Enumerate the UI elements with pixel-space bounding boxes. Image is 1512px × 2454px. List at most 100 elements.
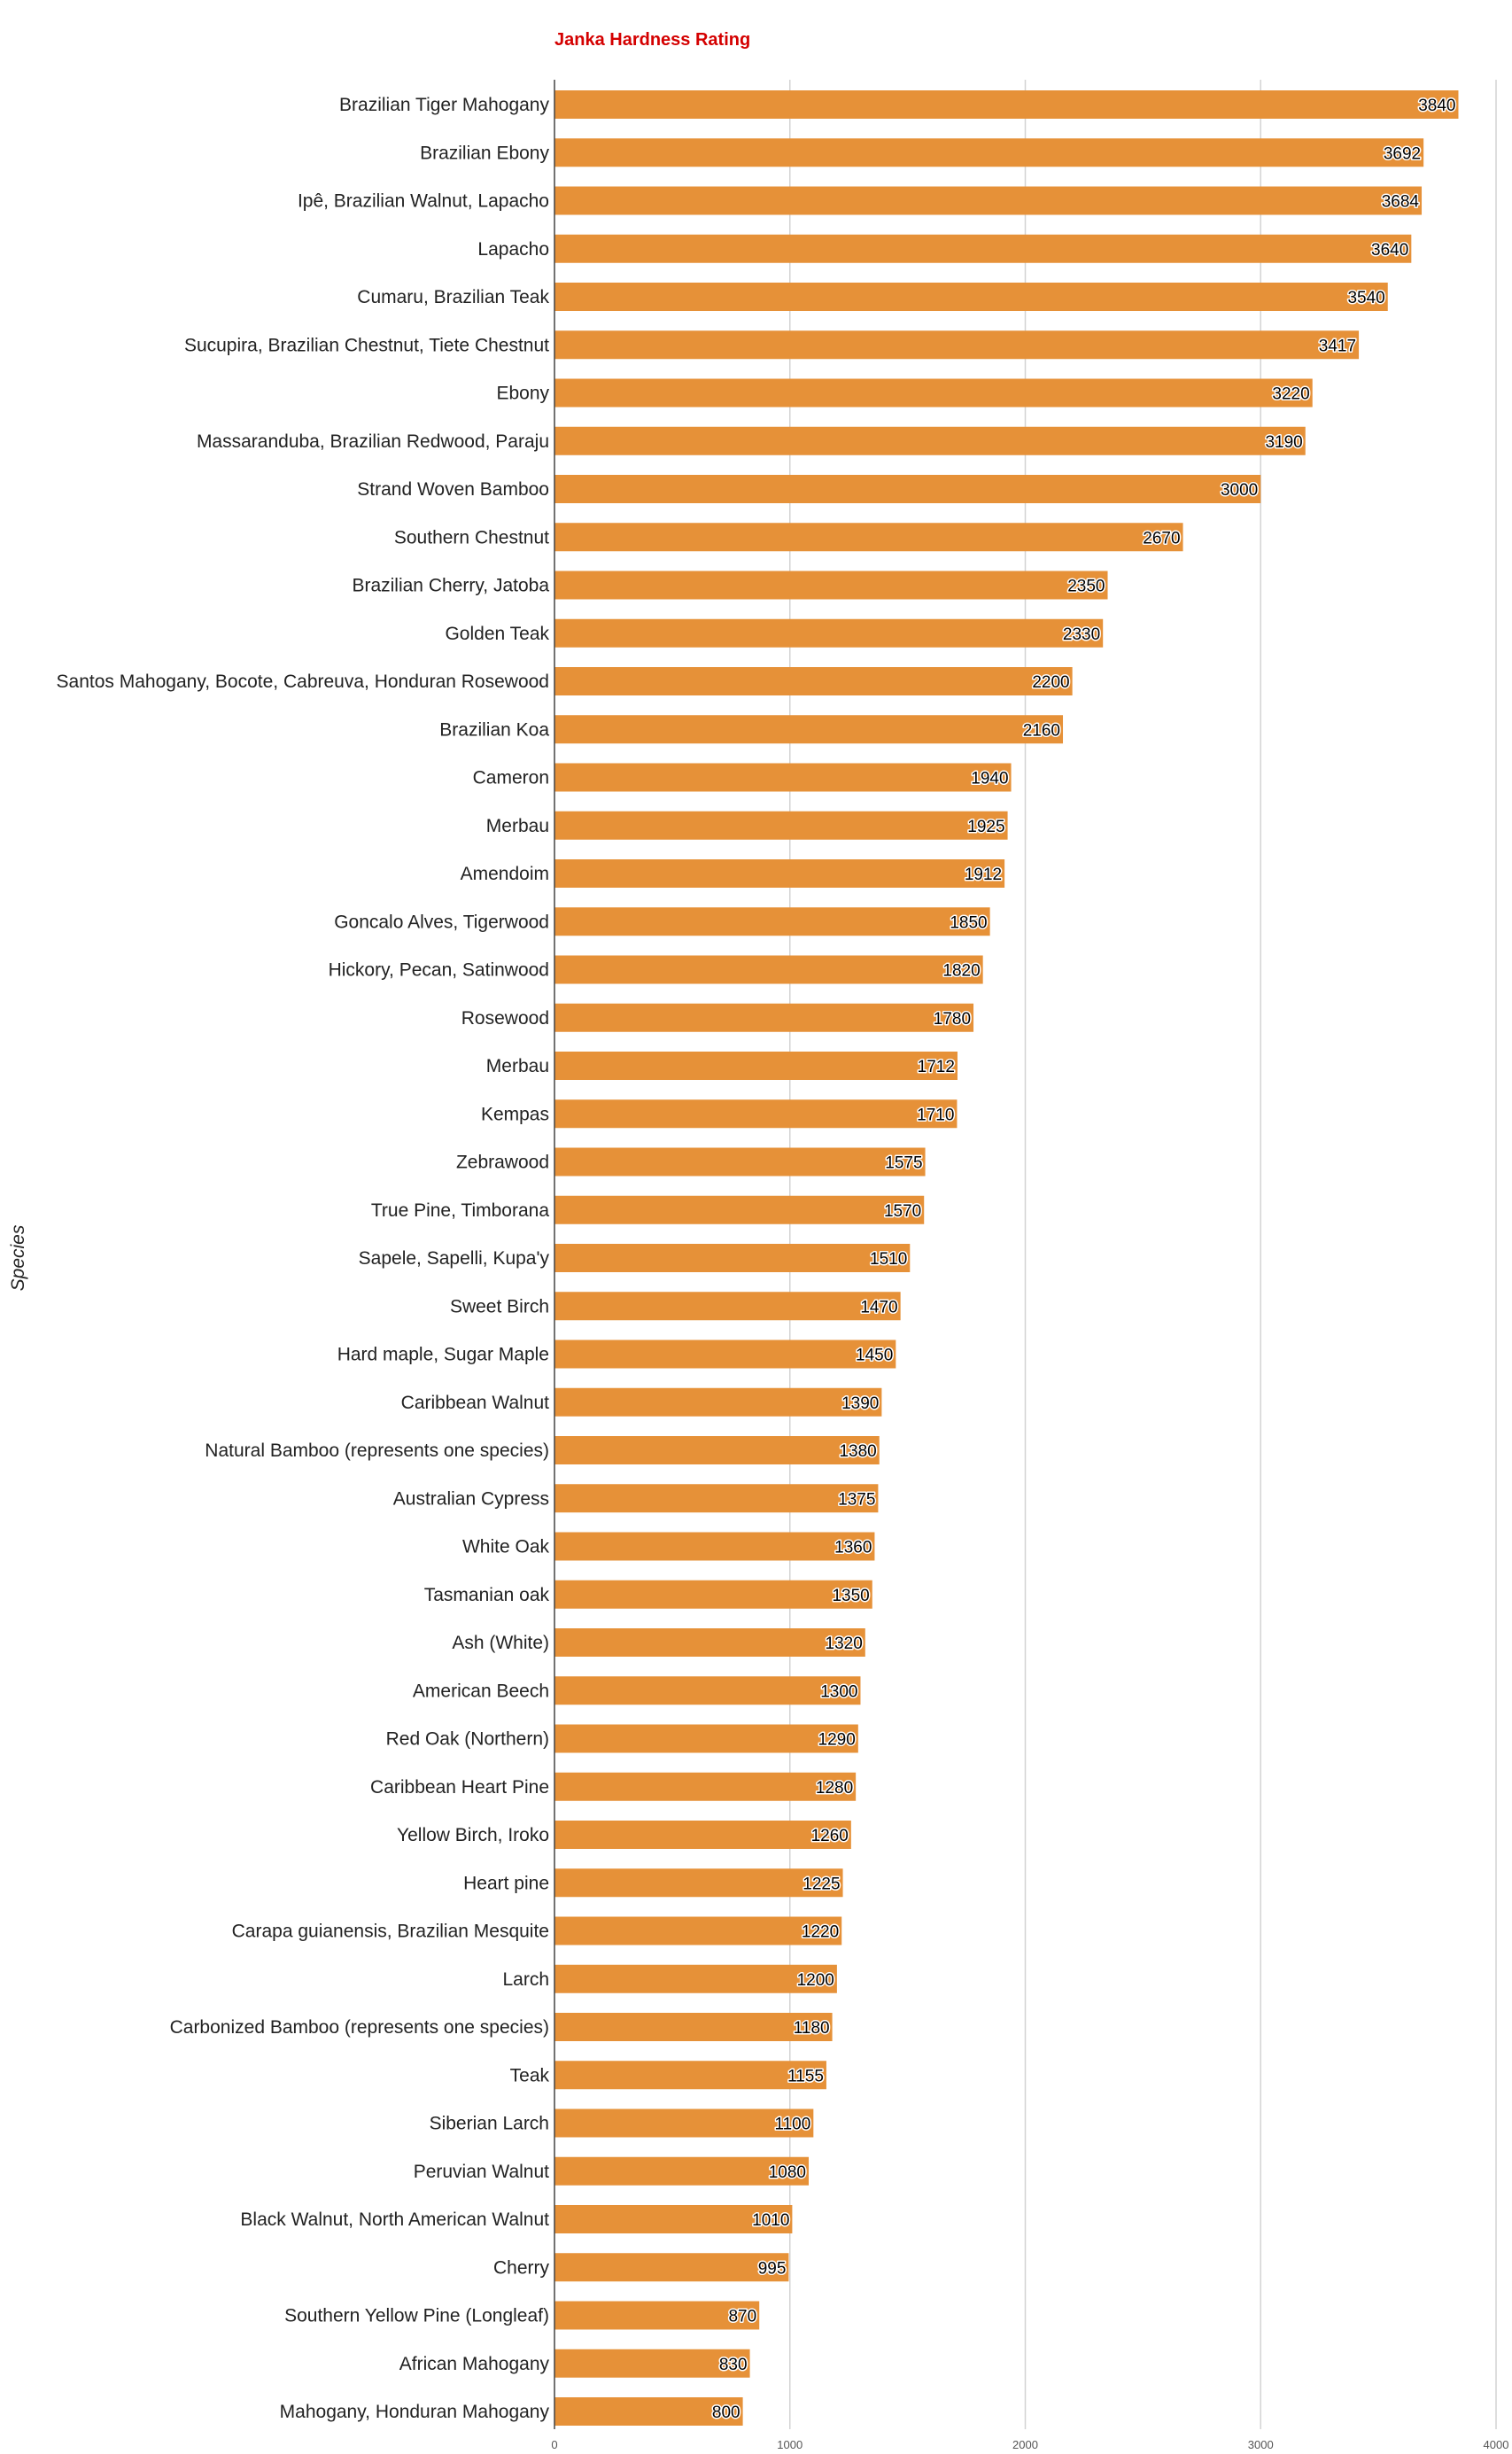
value-label: 1820 bbox=[942, 962, 980, 981]
category-label: Caribbean Heart Pine bbox=[370, 1777, 549, 1798]
category-label: Mahogany, Honduran Mahogany bbox=[280, 2402, 550, 2422]
value-label: 1225 bbox=[803, 1875, 840, 1893]
category-label: Brazilian Cherry, Jatoba bbox=[352, 576, 549, 596]
value-label: 800 bbox=[712, 2404, 740, 2422]
bar bbox=[554, 1387, 882, 1417]
bar bbox=[554, 859, 1005, 888]
bar bbox=[554, 571, 1108, 600]
category-label: Rosewood bbox=[461, 1008, 549, 1029]
value-label: 1450 bbox=[856, 1347, 893, 1365]
value-label: 1290 bbox=[818, 1731, 856, 1750]
bar bbox=[554, 378, 1313, 408]
value-label: 1320 bbox=[826, 1635, 863, 1653]
x-tick-labels: 0 1000 2000 3000 4000 bbox=[551, 2438, 1508, 2451]
category-label: Hickory, Pecan, Satinwood bbox=[329, 960, 549, 981]
value-label: 1575 bbox=[885, 1154, 922, 1173]
bar bbox=[554, 426, 1306, 455]
bar bbox=[554, 475, 1261, 503]
category-label: Brazilian Koa bbox=[439, 719, 549, 740]
bar bbox=[554, 763, 1012, 792]
bar bbox=[554, 523, 1183, 552]
category-label: Amendoim bbox=[461, 864, 549, 884]
value-label: 830 bbox=[719, 2356, 748, 2374]
x-tick-label: 4000 bbox=[1484, 2438, 1509, 2451]
bar bbox=[554, 2253, 789, 2282]
category-label: Cumaru, Brazilian Teak bbox=[357, 287, 549, 307]
bar bbox=[554, 2349, 750, 2378]
bars bbox=[554, 90, 1459, 2426]
category-label: Siberian Larch bbox=[430, 2114, 549, 2134]
value-label: 3692 bbox=[1384, 144, 1421, 163]
bar bbox=[554, 2013, 833, 2041]
category-label: Australian Cypress bbox=[393, 1488, 549, 1509]
category-label: Cameron bbox=[473, 768, 549, 788]
value-label: 1260 bbox=[811, 1827, 849, 1845]
value-label: 2200 bbox=[1032, 673, 1069, 692]
x-tick-label: 3000 bbox=[1248, 2438, 1274, 2451]
bar bbox=[554, 1195, 925, 1224]
bar bbox=[554, 283, 1388, 311]
category-label: Goncalo Alves, Tigerwood bbox=[334, 912, 549, 932]
category-label: Kempas bbox=[481, 1104, 549, 1124]
bar bbox=[554, 1821, 851, 1849]
category-label: Larch bbox=[502, 1969, 549, 1990]
value-label: 1380 bbox=[839, 1442, 876, 1461]
value-label: 1850 bbox=[950, 913, 987, 932]
category-label: Santos Mahogany, Bocote, Cabreuva, Hondu… bbox=[57, 672, 549, 692]
category-label: White Oak bbox=[462, 1537, 550, 1557]
value-label: 1200 bbox=[797, 1971, 834, 1990]
value-label: 1360 bbox=[834, 1539, 872, 1557]
bar bbox=[554, 1147, 926, 1177]
category-label: Zebrawood bbox=[456, 1153, 549, 1173]
bar bbox=[554, 1964, 837, 1993]
x-tick-label: 1000 bbox=[777, 2438, 803, 2451]
bar bbox=[554, 811, 1008, 840]
bar bbox=[554, 90, 1459, 119]
value-label: 2330 bbox=[1063, 625, 1100, 644]
value-label: 3540 bbox=[1347, 289, 1384, 307]
value-label: 2160 bbox=[1023, 721, 1060, 740]
bar bbox=[554, 667, 1073, 695]
value-label: 1350 bbox=[832, 1587, 869, 1605]
category-label: Yellow Birch, Iroko bbox=[397, 1825, 549, 1845]
bar bbox=[554, 2301, 760, 2330]
category-label: Black Walnut, North American Walnut bbox=[240, 2209, 549, 2230]
value-label: 870 bbox=[728, 2308, 756, 2326]
value-label: 1180 bbox=[794, 2019, 830, 2038]
value-labels: 3840 3692 3684 3640 3540 3417 3220 3190 3000 2670… bbox=[710, 96, 1457, 2424]
value-label: 1510 bbox=[870, 1250, 907, 1269]
bar bbox=[554, 715, 1064, 744]
bar bbox=[554, 2108, 814, 2138]
category-label: African Mahogany bbox=[399, 2354, 550, 2374]
value-label: 3684 bbox=[1382, 193, 1420, 212]
category-label: Ebony bbox=[496, 384, 549, 404]
category-label: Brazilian Tiger Mahogany bbox=[339, 95, 549, 115]
category-label: Sapele, Sapelli, Kupa'y bbox=[359, 1248, 550, 1269]
category-label: Southern Chestnut bbox=[394, 527, 549, 547]
bar bbox=[554, 1676, 861, 1705]
bar bbox=[554, 1772, 857, 1801]
category-label: Carapa guianensis, Brazilian Mesquite bbox=[232, 1922, 549, 1942]
value-label: 1925 bbox=[967, 818, 1004, 836]
category-label: True Pine, Timborana bbox=[371, 1200, 549, 1221]
category-label: Ipê, Brazilian Walnut, Lapacho bbox=[298, 191, 549, 212]
value-label: 1300 bbox=[820, 1682, 857, 1701]
x-tick-label: 0 bbox=[551, 2438, 557, 2451]
bar bbox=[554, 907, 990, 936]
value-label: 1220 bbox=[802, 1923, 839, 1942]
category-label: Brazilian Ebony bbox=[420, 143, 549, 163]
value-label: 1280 bbox=[816, 1779, 853, 1798]
category-label: Sucupira, Brazilian Chestnut, Tiete Ches… bbox=[184, 335, 549, 355]
bar bbox=[554, 1436, 880, 1464]
bar bbox=[554, 1244, 911, 1272]
bar bbox=[554, 1003, 974, 1032]
value-label: 3417 bbox=[1319, 337, 1356, 355]
bar bbox=[554, 2156, 810, 2186]
category-label: Cherry bbox=[493, 2257, 550, 2278]
value-label: 1570 bbox=[884, 1202, 921, 1221]
category-label: Natural Bamboo (represents one species) bbox=[205, 1441, 549, 1461]
category-label: Peruvian Walnut bbox=[414, 2162, 549, 2182]
bar bbox=[554, 618, 1104, 648]
value-label: 3000 bbox=[1221, 481, 1258, 500]
